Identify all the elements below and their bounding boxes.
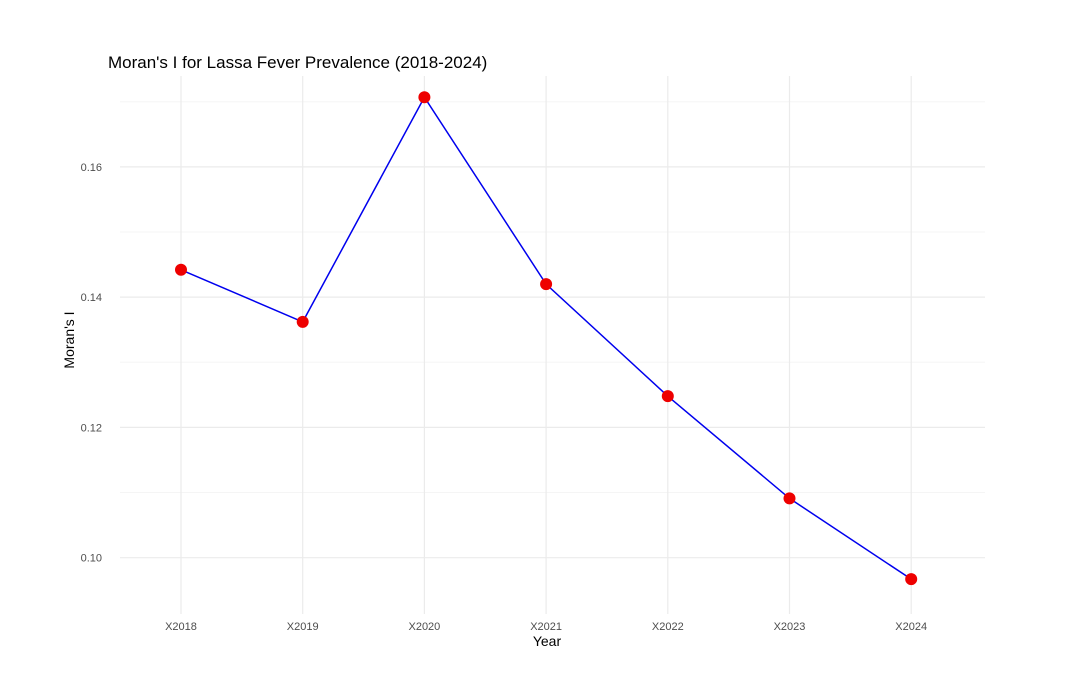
data-point xyxy=(783,492,796,505)
y-tick-label: 0.10 xyxy=(81,553,102,565)
y-tick-label: 0.14 xyxy=(81,292,102,304)
x-tick-label: X2018 xyxy=(165,621,197,633)
chart-title: Moran's I for Lassa Fever Prevalence (20… xyxy=(108,53,487,72)
data-point xyxy=(540,278,553,291)
data-point xyxy=(296,315,309,328)
y-tick-labels: 0.10 0.12 0.14 0.16 xyxy=(81,162,102,565)
x-tick-label: X2020 xyxy=(408,621,440,633)
data-point xyxy=(905,573,918,586)
x-tick-label: X2023 xyxy=(774,621,806,633)
grid-lines xyxy=(120,76,985,614)
x-tick-label: X2021 xyxy=(530,621,562,633)
y-axis-title: Moran's I xyxy=(61,311,77,368)
data-point xyxy=(418,91,431,104)
y-tick-label: 0.12 xyxy=(81,422,102,434)
x-axis-title: Year xyxy=(533,633,562,649)
data-points xyxy=(175,91,918,586)
data-point xyxy=(175,263,187,276)
x-tick-label: X2019 xyxy=(287,621,319,633)
x-tick-label: X2022 xyxy=(652,621,684,633)
x-tick-labels: X2018 X2019 X2020 X2021 X2022 X2023 X2024 xyxy=(165,621,927,633)
y-tick-label: 0.16 xyxy=(81,162,102,174)
data-point xyxy=(661,390,674,403)
x-tick-label: X2024 xyxy=(895,621,927,633)
